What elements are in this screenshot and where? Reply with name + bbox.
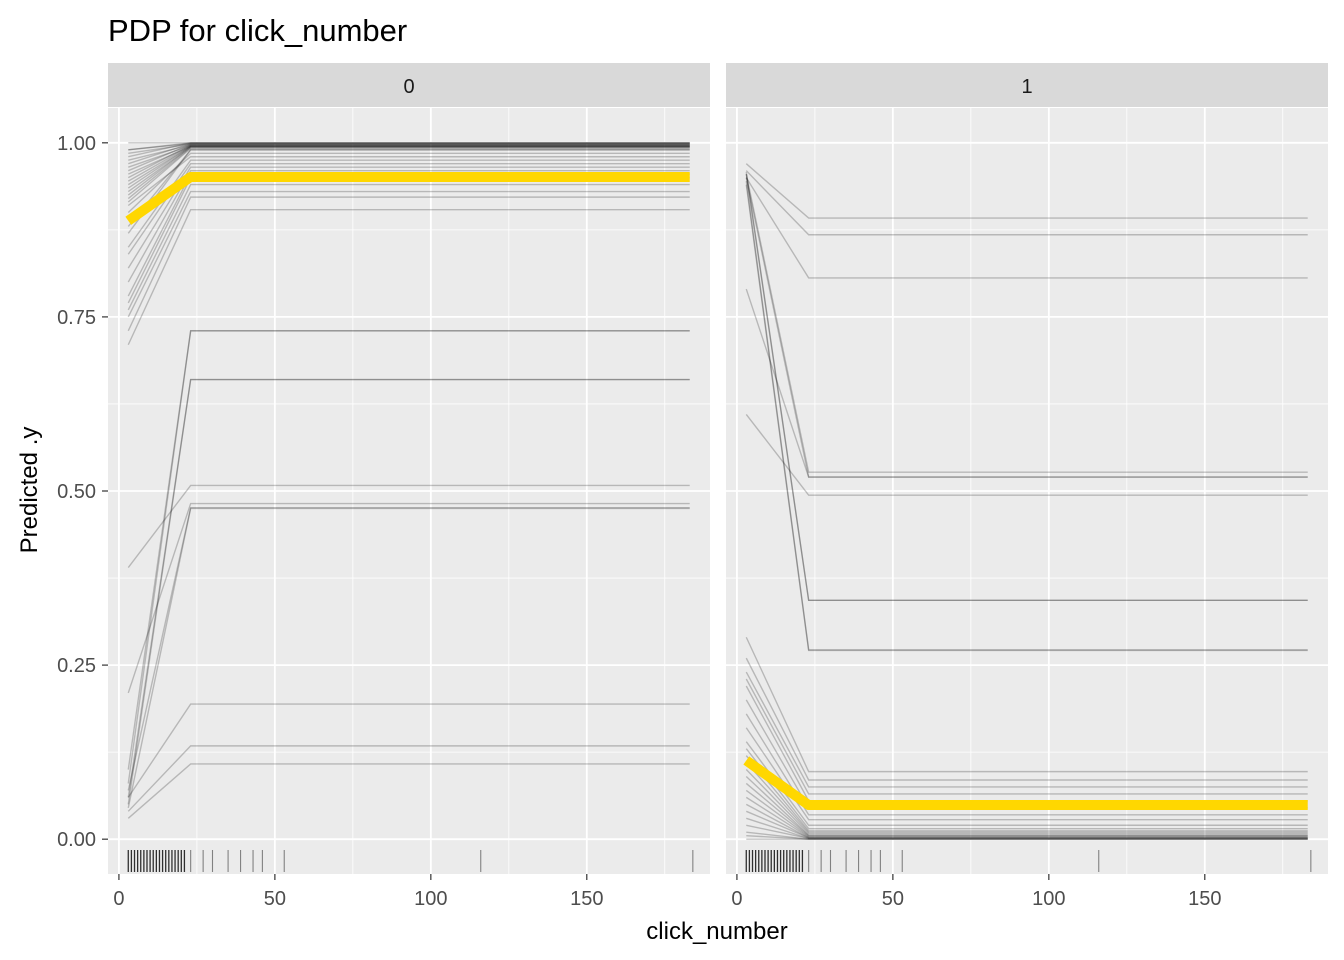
ice-curve [127, 145, 690, 186]
ice-curve [745, 171, 1308, 602]
ice-curve [127, 144, 690, 182]
ice-curve [127, 196, 690, 332]
facet-panel-0: 0 0 50 100 150 0.00 0.25 0.50 0.75 1.00 [57, 63, 710, 910]
ice-curve [745, 775, 1308, 836]
ice-curve [127, 145, 690, 175]
ice-curve [745, 174, 1308, 473]
ice-curve [128, 144, 690, 161]
ice-curve [745, 413, 1308, 496]
ice-curve [127, 378, 690, 805]
x-tick-label: 50 [882, 888, 904, 910]
x-axis-label: click_number [646, 918, 787, 945]
ice-curve [127, 146, 690, 200]
y-axis-label: Predicted .y [16, 427, 43, 554]
ice-curve [745, 163, 1308, 219]
ice-curve [127, 378, 690, 798]
facet-panels: 0 0 50 100 150 0.00 0.25 0.50 0.75 1.00 1 0 50 100 150 [57, 63, 1328, 910]
chart-title: PDP for click_number [108, 13, 407, 48]
ice-curve [128, 143, 690, 154]
ice-curve [127, 156, 690, 207]
ice-curve [746, 810, 1308, 839]
ice-curve [128, 142, 690, 151]
ice-curve [127, 190, 690, 318]
facet-strip-label: 0 [403, 76, 414, 98]
ice-curve [127, 183, 690, 311]
ice-curve [746, 817, 1308, 840]
ice-curve [127, 163, 690, 255]
ice-curve [745, 803, 1308, 839]
x-tick-label: 150 [1188, 888, 1221, 910]
ice-curve [127, 147, 690, 203]
ice-curve [745, 657, 1308, 781]
ice-curve [128, 143, 690, 172]
ice-curve [127, 208, 690, 346]
ice-curve [745, 762, 1308, 833]
ice-curve [127, 146, 690, 196]
ice-curve [128, 144, 690, 168]
ice-curve [127, 763, 690, 819]
ice-curve [127, 330, 690, 770]
ice-curve [128, 142, 690, 165]
ice-curve [746, 831, 1308, 840]
ice-curve [127, 507, 690, 791]
ice-curve [127, 146, 690, 193]
ice-curve [127, 144, 690, 179]
ice-curve [127, 330, 690, 784]
facet-strip [108, 63, 710, 107]
ice-curve [127, 152, 690, 213]
ice-curve [745, 678, 1308, 795]
y-tick-label: 0.50 [57, 481, 96, 503]
ice-curve [128, 142, 690, 158]
ice-curve [745, 174, 1308, 602]
ice-curve [745, 184, 1308, 652]
ice-curve [745, 782, 1308, 837]
ice-curve [128, 142, 690, 151]
ice-curve [127, 145, 690, 189]
ice-curve [746, 824, 1308, 840]
y-tick-label: 0.00 [57, 829, 96, 851]
ice-curve [745, 727, 1308, 821]
facet-strip-label: 1 [1021, 76, 1032, 98]
ice-curve [127, 502, 690, 694]
ice-curve [745, 769, 1308, 835]
ice-curve [745, 713, 1308, 816]
x-tick-label: 0 [113, 888, 124, 910]
ice-curve [745, 181, 1308, 651]
ice-curve [745, 288, 1308, 478]
ice-curve [127, 169, 690, 283]
facet-strip [726, 63, 1328, 107]
ice-curve [127, 507, 690, 808]
y-tick-label: 0.75 [57, 307, 96, 329]
x-tick-label: 150 [570, 888, 603, 910]
ice-curve [745, 177, 1308, 279]
ice-curve [745, 636, 1308, 773]
ice-curve [127, 159, 690, 248]
y-tick-label: 1.00 [57, 133, 96, 155]
y-tick-label: 0.25 [57, 655, 96, 677]
ice-curve [127, 484, 690, 569]
facet-panel-1: 1 0 50 100 150 [726, 63, 1328, 910]
x-tick-label: 100 [414, 888, 447, 910]
x-tick-label: 50 [264, 888, 286, 910]
x-tick-label: 0 [731, 888, 742, 910]
ice-curve [127, 166, 690, 269]
ice-curve [746, 835, 1308, 840]
pdp-line [125, 171, 690, 225]
ice-curve [745, 671, 1308, 788]
ice-curve [745, 796, 1308, 838]
pdp-line [743, 756, 1308, 811]
x-tick-label: 100 [1032, 888, 1065, 910]
ice-curve [127, 703, 690, 798]
ice-curve [127, 745, 690, 812]
ice-curve [745, 789, 1308, 838]
ice-curve [745, 170, 1308, 236]
ice-curve [745, 177, 1308, 478]
